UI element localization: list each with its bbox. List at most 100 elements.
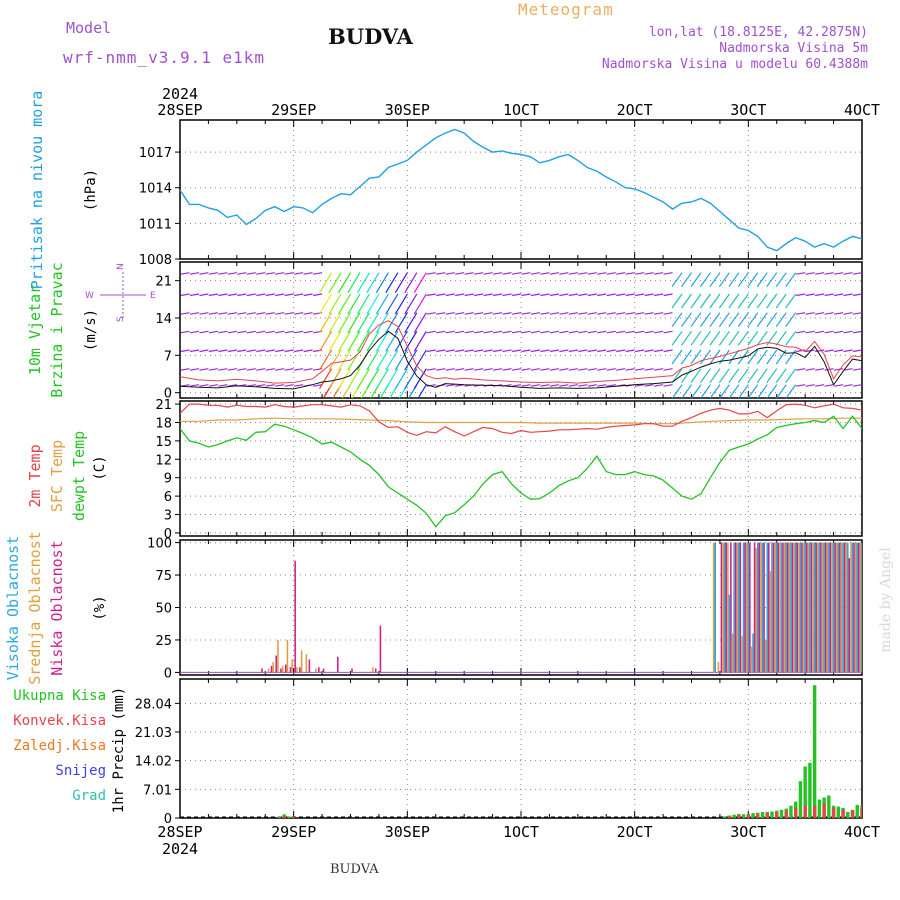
wind-arrow [511,349,522,353]
wind-arrow [521,349,531,353]
elevation-info: Nadmorska Visina 5m [719,41,868,56]
precip-bar [789,805,793,818]
wind-arrow [303,272,313,275]
wind-arrow [616,368,626,371]
wind-compass: N S W E [85,263,156,322]
wind-axis-title-2: Brzina i Pravac [48,262,66,397]
wind-arrow [578,312,588,315]
wind-arrow [709,312,721,328]
wind-arrow [805,293,815,297]
wind-arrow [690,312,702,328]
wind-arrow [511,312,522,315]
wind-arrow [521,384,531,387]
wind-arrow [227,368,237,371]
wind-arrow [445,349,455,353]
wind-arrow [385,293,399,315]
wind-arrow [385,349,399,371]
precip-bar [827,795,831,818]
wind-arrow [699,368,711,384]
wind-arrow [180,293,190,297]
wind-arrow [445,330,455,334]
wind-arrow [227,349,237,353]
wind-arrow [337,349,352,371]
wind-arrow [833,330,844,334]
wind-arrow [511,368,522,371]
wind-arrow [833,384,844,387]
wind-arrow [312,272,323,275]
wind-arrow [474,349,484,353]
wind-arrow [549,272,559,275]
wind-arrow [445,384,455,387]
wind-arrow [625,349,635,353]
wind-arrows [180,272,862,398]
wind-arrow [237,349,247,353]
lonlat-info: lon,lat (18.8125E, 42.2875N) [648,25,868,40]
wind-arrow [426,293,436,297]
wind-arrow [312,384,323,387]
wind-arrow [644,330,654,334]
y-tick-label: 14.02 [135,755,172,770]
wind-arrow [540,293,550,297]
wind-arrow [644,384,654,387]
wind-arrow [237,368,247,371]
wind-arrow [189,349,200,353]
wind-arrow [511,330,522,334]
wind-arrow [180,294,181,295]
wind-arrow [275,330,285,334]
wind-arrow [366,368,380,389]
wind-arrow [218,368,228,371]
wind-arrow [284,293,294,297]
wind-arrow [681,330,692,346]
wind-arrow [265,330,275,334]
wind-arrow [728,384,740,398]
station-title: BUDVA [328,24,413,49]
wind-arrow [328,331,342,352]
wind-arrow [356,312,370,333]
y-tick-label: 7 [164,349,172,364]
year-label: 2024 [162,85,198,103]
wind-arrow [208,349,218,353]
wind-arrow [815,384,825,387]
wind-arrow [766,312,778,328]
precip-bar [855,804,859,818]
wind-arrow [413,331,427,352]
footer-station: BUDVA [330,862,379,877]
wind-arrow [728,312,740,328]
precip-bar [287,816,291,818]
wind-arrow [237,330,247,334]
precip-bar [803,766,807,818]
wind-arrow [530,330,541,334]
wind-arrow [653,272,664,275]
wind-arrow [413,312,427,333]
wind-arrow [671,330,683,346]
wind-arrow [319,349,333,371]
wind-arrow [606,349,616,353]
precip-bar [793,807,798,818]
wind-arrow [775,368,787,384]
precip-bar [277,816,282,818]
y-tick-label: 14 [155,312,172,327]
precip-legend-item: Konvek.Kisa [13,713,106,729]
wind-arrow [549,368,559,371]
wind-arrow [766,293,778,309]
wind-arrow [337,331,352,352]
x-tick-label: 3OCT [730,101,766,119]
wind-arrow [578,368,588,371]
pressure-line [180,128,862,252]
wind-arrow [805,330,815,334]
wind-arrow [690,293,702,309]
wind-arrow [587,272,597,275]
wind-arrow [394,272,408,293]
wind-arrow [464,272,474,275]
wind-arrow [833,368,844,371]
wind-gust-line [180,320,862,384]
wind-arrow [502,272,512,275]
wind-arrow [511,293,522,297]
wind-arrow [265,272,275,275]
y-tick-label: 50 [155,602,172,617]
wind-arrow [663,330,673,334]
wind-arrow [404,368,418,389]
wind-arrow [474,312,484,315]
wind-arrow [805,312,815,315]
